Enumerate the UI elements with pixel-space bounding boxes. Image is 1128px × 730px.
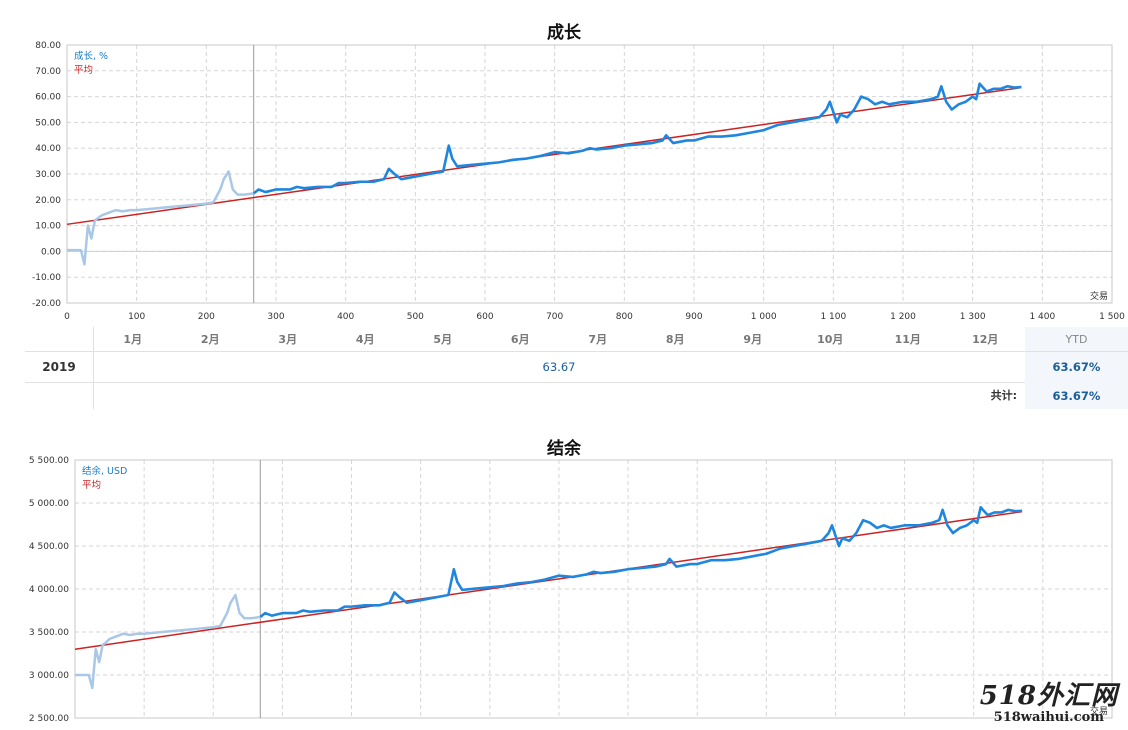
x-tick-label: 600: [476, 312, 493, 322]
watermark-url: 518waihui.com: [993, 710, 1105, 725]
year-growth-value: 63.67: [542, 360, 576, 374]
x-tick-label: 1 100: [820, 312, 846, 322]
month-jul: 7月: [588, 333, 608, 346]
y-tick-label: 60.00: [35, 93, 61, 103]
y-tick-label: 3 500.00: [29, 628, 69, 638]
total-value: 63.67%: [1025, 381, 1128, 409]
month-jan: 1月: [123, 333, 143, 346]
y-tick-label: 20.00: [35, 196, 61, 206]
y-tick-label: 70.00: [35, 67, 61, 77]
plot-frame: [74, 459, 1113, 719]
y-tick-label: 0.00: [41, 247, 61, 257]
y-tick-label: 40.00: [35, 144, 61, 154]
x-tick-label: 0: [64, 312, 70, 322]
legend-average: 平均: [82, 479, 101, 491]
series-line-history: [67, 170, 254, 266]
column-divider: [93, 327, 94, 409]
x-tick-label: 900: [685, 312, 702, 322]
x-tick-label: 100: [128, 312, 145, 322]
balance-chart: 5 500.00 5 000.00 4 500.00 4 000.00 3 500.00…: [29, 456, 1113, 724]
y-tick-label: 2 500.00: [29, 714, 69, 724]
x-tick-label: 400: [337, 312, 354, 322]
series-line-main: [252, 82, 1022, 195]
y-tick-label: -10.00: [32, 273, 61, 283]
x-tick-label: 200: [198, 312, 215, 322]
month-oct: 10月: [817, 333, 844, 346]
watermark: 518外汇网 518waihui.com: [980, 682, 1118, 726]
legend-main-series: 成长, %: [74, 50, 108, 62]
month-feb: 2月: [200, 333, 220, 346]
y-tick-label: 4 000.00: [29, 585, 69, 595]
y-tick-label: 50.00: [35, 118, 61, 128]
x-tick-label: 1 400: [1029, 312, 1055, 322]
legend-average: 平均: [74, 64, 93, 76]
balance-chart-title: 结余: [547, 439, 581, 459]
y-tick-label: -20.00: [32, 299, 61, 309]
year-row: 2019 63.67 63.67%: [25, 351, 1128, 383]
ytd-header: YTD: [1025, 327, 1128, 351]
x-unit-label: 交易: [1090, 290, 1108, 302]
legend-main-series: 结余, USD: [82, 465, 127, 477]
month-dec: 12月: [972, 333, 999, 346]
month-apr: 4月: [355, 333, 375, 346]
y-tick-label: 80.00: [35, 41, 61, 51]
year-label: 2019: [42, 360, 76, 374]
total-row: 共计: 63.67%: [25, 381, 1128, 409]
y-tick-label: 4 500.00: [29, 542, 69, 552]
month-sep: 9月: [743, 333, 763, 346]
ytd-value: 63.67%: [1025, 352, 1128, 382]
growth-chart: 80.00 70.00 60.00 50.00 40.00 30.00 20.00 10.00…: [32, 41, 1125, 322]
month-may: 5月: [433, 333, 453, 346]
x-tick-label: 1 300: [960, 312, 986, 322]
monthly-growth-table: 1月 2月 3月 4月 5月 6月 7月 8月 9月 10月 11月 12月 Y…: [25, 327, 1128, 409]
average-line: [74, 510, 1023, 650]
x-tick-label: 500: [407, 312, 424, 322]
x-tick-label: 800: [616, 312, 633, 322]
month-jun: 6月: [510, 333, 530, 346]
month-mar: 3月: [278, 333, 298, 346]
month-aug: 8月: [665, 333, 685, 346]
x-tick-label: 1 000: [751, 312, 777, 322]
series-line-history: [75, 593, 261, 690]
series-line-main: [259, 505, 1023, 618]
watermark-logo: 518外汇网: [979, 681, 1118, 711]
x-unit-label: 交易: [1090, 705, 1108, 717]
x-tick-label: 1 500: [1099, 312, 1125, 322]
total-label: 共计:: [990, 389, 1017, 402]
month-header-row: 1月 2月 3月 4月 5月 6月 7月 8月 9月 10月 11月 12月 Y…: [25, 327, 1128, 409]
month-nov: 11月: [894, 333, 921, 346]
y-tick-label: 3 000.00: [29, 671, 69, 681]
plot-frame: [66, 44, 1113, 304]
y-tick-label: 5 500.00: [29, 456, 69, 466]
x-tick-label: 300: [267, 312, 284, 322]
y-tick-label: 5 000.00: [29, 499, 69, 509]
x-tick-label: 700: [546, 312, 563, 322]
y-tick-label: 10.00: [35, 222, 61, 232]
growth-chart-title: 成长: [547, 23, 581, 43]
y-tick-label: 30.00: [35, 170, 61, 180]
x-tick-label: 1 200: [890, 312, 916, 322]
